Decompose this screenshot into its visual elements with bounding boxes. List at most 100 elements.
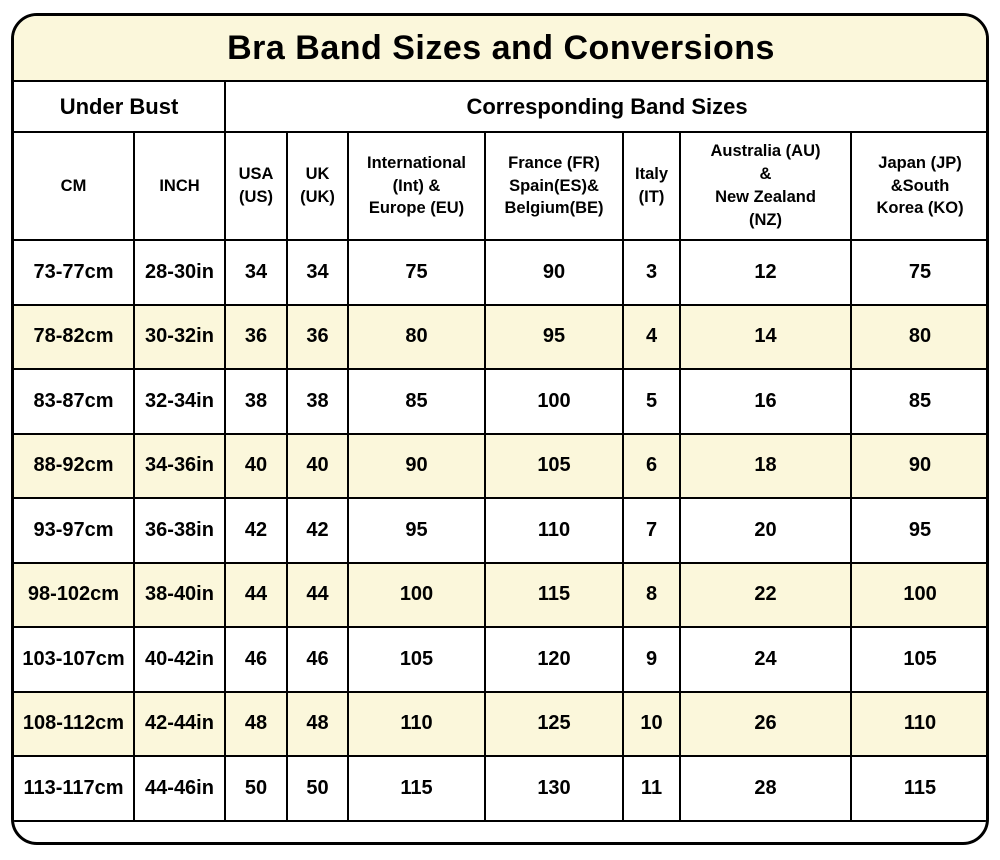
cell-australia-new-zealand: 16 xyxy=(679,368,852,435)
cell-france-spain-belgium: 105 xyxy=(484,432,624,499)
column-header-row: CM INCH USA (US) UK (UK) International (Int)… xyxy=(14,131,986,241)
table-row: 98-102cm 38-40in 44 44 100 115 8 22 100 xyxy=(14,561,986,628)
column-header-usa: USA (US) xyxy=(224,131,288,241)
title-row: Bra Band Sizes and Conversions xyxy=(14,16,986,82)
cell-italy: 9 xyxy=(622,626,681,693)
cell-usa: 38 xyxy=(224,368,288,435)
cell-france-spain-belgium: 110 xyxy=(484,497,624,564)
cell-italy: 3 xyxy=(622,239,681,306)
column-header-australia-new-zealand: Australia (AU) & New Zealand (NZ) xyxy=(679,131,852,241)
cell-international-europe: 105 xyxy=(347,626,486,693)
table-row: 73-77cm 28-30in 34 34 75 90 3 12 75 xyxy=(14,239,986,306)
cell-australia-new-zealand: 20 xyxy=(679,497,852,564)
cell-inch: 30-32in xyxy=(133,303,226,370)
cell-france-spain-belgium: 95 xyxy=(484,303,624,370)
column-header-italy: Italy (IT) xyxy=(622,131,681,241)
cell-italy: 10 xyxy=(622,690,681,757)
column-header-international-europe: International (Int) & Europe (EU) xyxy=(347,131,486,241)
cell-inch: 40-42in xyxy=(133,626,226,693)
table-body: 73-77cm 28-30in 34 34 75 90 3 12 75 78-82cm 30-32i… xyxy=(14,239,986,822)
group-header-row: Under Bust Corresponding Band Sizes xyxy=(14,80,986,133)
cell-france-spain-belgium: 125 xyxy=(484,690,624,757)
cell-international-europe: 75 xyxy=(347,239,486,306)
table-row: 83-87cm 32-34in 38 38 85 100 5 16 85 xyxy=(14,368,986,435)
table-row: 113-117cm 44-46in 50 50 115 130 11 28 115 xyxy=(14,755,986,822)
cell-italy: 5 xyxy=(622,368,681,435)
cell-international-europe: 95 xyxy=(347,497,486,564)
cell-uk: 42 xyxy=(286,497,349,564)
cell-cm: 73-77cm xyxy=(14,239,135,306)
cell-france-spain-belgium: 130 xyxy=(484,755,624,822)
table-title: Bra Band Sizes and Conversions xyxy=(14,16,986,82)
cell-international-europe: 100 xyxy=(347,561,486,628)
table-row: 103-107cm 40-42in 46 46 105 120 9 24 105 xyxy=(14,626,986,693)
cell-uk: 38 xyxy=(286,368,349,435)
cell-cm: 113-117cm xyxy=(14,755,135,822)
cell-japan-south-korea: 110 xyxy=(849,690,986,757)
cell-usa: 42 xyxy=(224,497,288,564)
cell-inch: 38-40in xyxy=(133,561,226,628)
cell-italy: 8 xyxy=(622,561,681,628)
cell-japan-south-korea: 105 xyxy=(849,626,986,693)
cell-italy: 7 xyxy=(622,497,681,564)
cell-cm: 78-82cm xyxy=(14,303,135,370)
cell-international-europe: 85 xyxy=(347,368,486,435)
cell-uk: 34 xyxy=(286,239,349,306)
cell-international-europe: 110 xyxy=(347,690,486,757)
cell-japan-south-korea: 90 xyxy=(849,432,986,499)
table-row: 108-112cm 42-44in 48 48 110 125 10 26 110 xyxy=(14,690,986,757)
cell-france-spain-belgium: 100 xyxy=(484,368,624,435)
cell-international-europe: 90 xyxy=(347,432,486,499)
cell-australia-new-zealand: 24 xyxy=(679,626,852,693)
cell-usa: 46 xyxy=(224,626,288,693)
cell-usa: 40 xyxy=(224,432,288,499)
group-header-under-bust: Under Bust xyxy=(14,80,226,133)
column-header-uk: UK (UK) xyxy=(286,131,349,241)
cell-italy: 4 xyxy=(622,303,681,370)
cell-cm: 93-97cm xyxy=(14,497,135,564)
cell-usa: 36 xyxy=(224,303,288,370)
cell-cm: 88-92cm xyxy=(14,432,135,499)
cell-cm: 103-107cm xyxy=(14,626,135,693)
cell-italy: 6 xyxy=(622,432,681,499)
cell-france-spain-belgium: 90 xyxy=(484,239,624,306)
cell-italy: 11 xyxy=(622,755,681,822)
cell-inch: 42-44in xyxy=(133,690,226,757)
cell-australia-new-zealand: 12 xyxy=(679,239,852,306)
cell-japan-south-korea: 75 xyxy=(849,239,986,306)
cell-uk: 46 xyxy=(286,626,349,693)
cell-australia-new-zealand: 14 xyxy=(679,303,852,370)
cell-usa: 50 xyxy=(224,755,288,822)
table-row: 78-82cm 30-32in 36 36 80 95 4 14 80 xyxy=(14,303,986,370)
cell-uk: 44 xyxy=(286,561,349,628)
cell-australia-new-zealand: 26 xyxy=(679,690,852,757)
cell-international-europe: 80 xyxy=(347,303,486,370)
cell-inch: 44-46in xyxy=(133,755,226,822)
bra-band-size-conversion-table: Bra Band Sizes and Conversions Under Bus… xyxy=(14,16,986,822)
cell-australia-new-zealand: 18 xyxy=(679,432,852,499)
column-header-cm: CM xyxy=(14,131,135,241)
cell-japan-south-korea: 80 xyxy=(849,303,986,370)
cell-cm: 98-102cm xyxy=(14,561,135,628)
cell-international-europe: 115 xyxy=(347,755,486,822)
cell-japan-south-korea: 85 xyxy=(849,368,986,435)
cell-australia-new-zealand: 22 xyxy=(679,561,852,628)
cell-usa: 44 xyxy=(224,561,288,628)
group-header-corresponding-band-sizes: Corresponding Band Sizes xyxy=(223,80,986,133)
cell-japan-south-korea: 100 xyxy=(849,561,986,628)
cell-uk: 40 xyxy=(286,432,349,499)
cell-usa: 48 xyxy=(224,690,288,757)
column-header-inch: INCH xyxy=(133,131,226,241)
cell-australia-new-zealand: 28 xyxy=(679,755,852,822)
cell-japan-south-korea: 95 xyxy=(849,497,986,564)
cell-france-spain-belgium: 120 xyxy=(484,626,624,693)
cell-cm: 83-87cm xyxy=(14,368,135,435)
cell-inch: 28-30in xyxy=(133,239,226,306)
table-row: 93-97cm 36-38in 42 42 95 110 7 20 95 xyxy=(14,497,986,564)
column-header-france-spain-belgium: France (FR) Spain(ES)& Belgium(BE) xyxy=(484,131,624,241)
cell-inch: 36-38in xyxy=(133,497,226,564)
cell-uk: 36 xyxy=(286,303,349,370)
cell-inch: 32-34in xyxy=(133,368,226,435)
cell-france-spain-belgium: 115 xyxy=(484,561,624,628)
